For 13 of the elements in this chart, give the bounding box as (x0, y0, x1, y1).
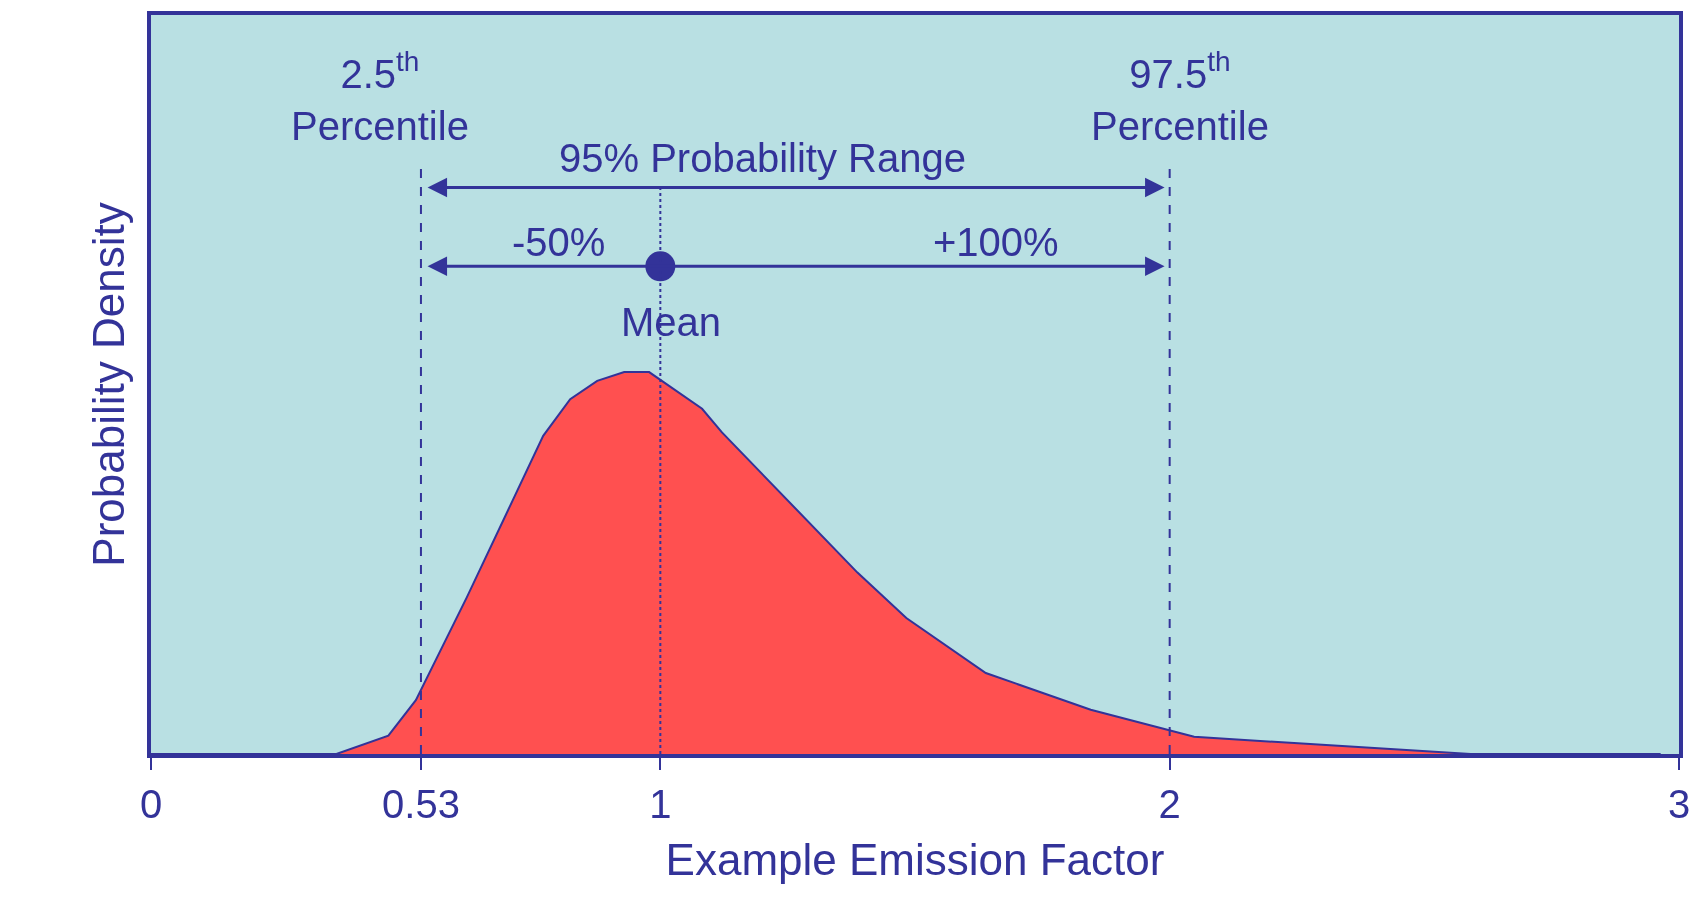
x-tick-label: 1 (649, 782, 672, 826)
x-tick-label: 3 (1667, 782, 1691, 826)
x-tick-label: 2 (1158, 782, 1181, 826)
ref-line-label: 2.5$^{th}$ Percentile (291, 46, 469, 148)
x-tick-label: 0 (139, 782, 163, 826)
text: 95% Probability Range (559, 136, 966, 180)
ref-line-label: Mean (621, 300, 722, 344)
x-axis-title: Example Emission Factor (665, 834, 1165, 884)
y-axis-title: Probability Density (83, 202, 133, 567)
ref-line-label: 97.5$^{th}$ Percentile (1091, 46, 1269, 148)
text: +100% (933, 220, 1059, 264)
text: -50% (512, 220, 606, 264)
x-tick-label: 0.53 (382, 782, 460, 826)
